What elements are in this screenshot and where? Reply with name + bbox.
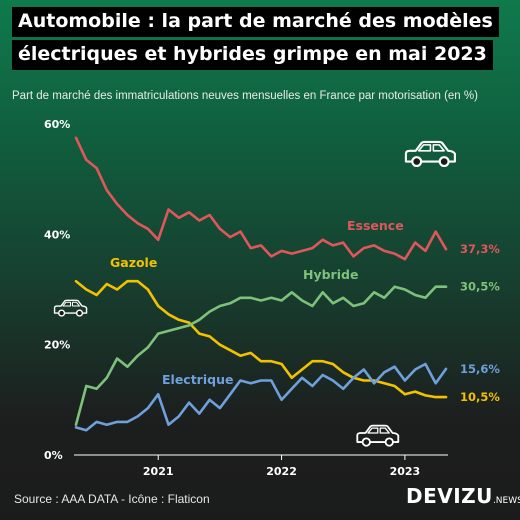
y-tick-label: 0% xyxy=(44,449,63,462)
car-icon xyxy=(404,140,456,168)
car-icon xyxy=(356,424,400,447)
y-tick-label: 20% xyxy=(44,339,70,352)
y-tick-label: 60% xyxy=(44,118,70,131)
x-tick-label: 2021 xyxy=(143,465,174,478)
x-tick-label: 2022 xyxy=(266,465,297,478)
source-note: Source : AAA DATA - Icône : Flaticon xyxy=(14,492,210,506)
title-line-2: électriques et hybrides grimpe en mai 20… xyxy=(12,40,493,70)
x-tick-label: 2023 xyxy=(390,465,421,478)
brand-name: DEVIZU xyxy=(406,484,493,508)
brand-suffix: .NEWS xyxy=(492,496,520,506)
car-icon xyxy=(53,299,88,317)
series-line-gazole xyxy=(74,279,448,399)
end-value-label: 30,5% xyxy=(460,280,500,294)
end-value-label: 37,3% xyxy=(460,242,500,256)
series-annotation-essence: Essence xyxy=(347,218,404,233)
chart-title: Automobile : la part de marché des modèl… xyxy=(12,7,499,73)
series-line-hybride xyxy=(74,285,448,427)
title-line-1: Automobile : la part de marché des modèl… xyxy=(12,7,499,37)
series-line-essence xyxy=(74,136,448,261)
chart-subtitle: Part de marché des immatriculations neuv… xyxy=(12,90,478,102)
brand-logo: DEVIZU.NEWS xyxy=(406,484,520,508)
series-annotation-electrique: Electrique xyxy=(162,372,233,387)
series-annotation-hybride: Hybride xyxy=(303,267,358,282)
y-tick-label: 40% xyxy=(44,228,70,241)
line-chart: 0% 20% 40% 60% 2021 2022 2023 37,3% 10,5% 30,5% 1… xyxy=(44,118,501,478)
series-line-electrique xyxy=(74,362,448,432)
series-annotation-gazole: Gazole xyxy=(110,255,157,270)
end-value-label: 10,5% xyxy=(460,390,500,404)
end-value-label: 15,6% xyxy=(460,362,500,376)
